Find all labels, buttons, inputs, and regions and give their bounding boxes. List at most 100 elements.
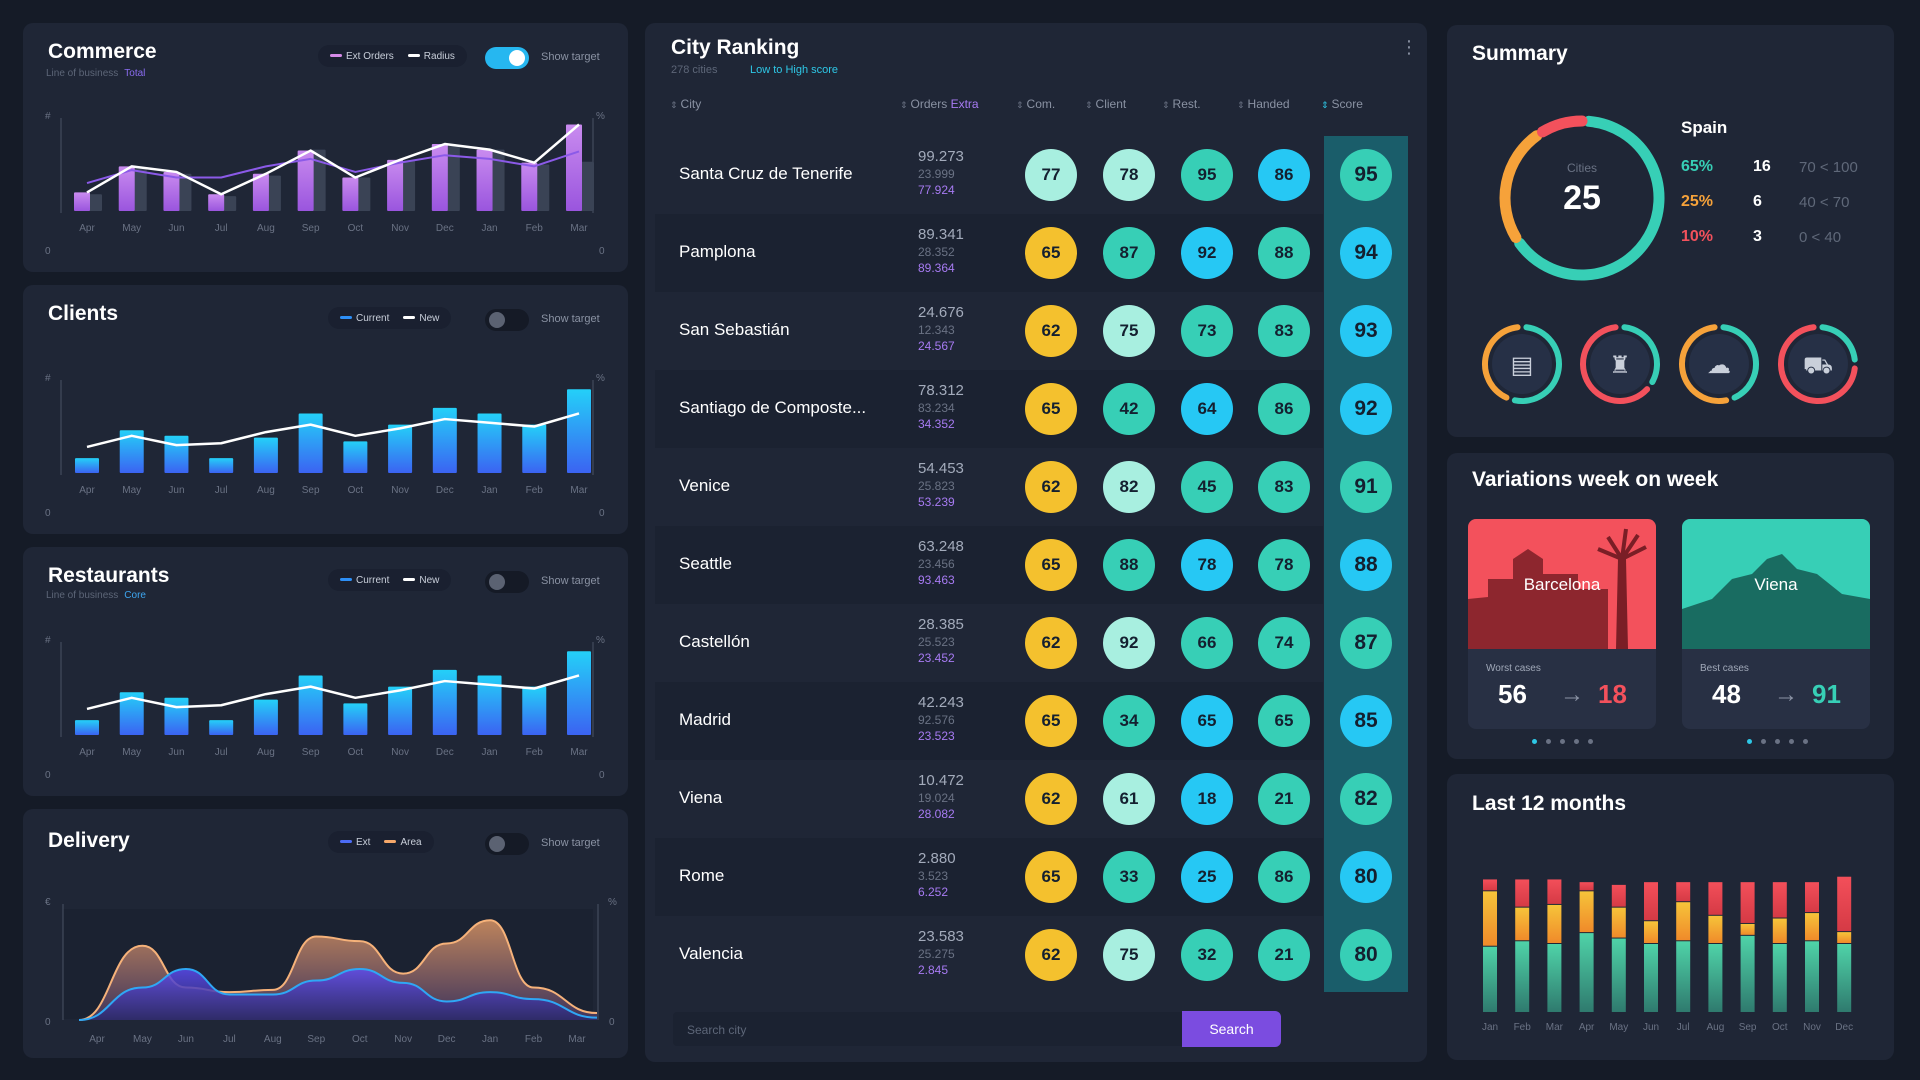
- orders-extra: 89.364: [918, 261, 955, 275]
- barcelona-pager-dots[interactable]: [1532, 739, 1593, 744]
- city-name: San Sebastián: [679, 320, 790, 339]
- bar: [252, 173, 269, 211]
- stat-count: 16: [1753, 158, 1771, 175]
- stacked-bar-segment: [1483, 879, 1497, 891]
- table-row[interactable]: San Sebastián 24.676 12.343 24.567 62 75 73 83 9…: [655, 292, 1392, 370]
- table-row[interactable]: Santa Cruz de Tenerife 99.273 23.999 77.924…: [655, 136, 1392, 214]
- pager-dot[interactable]: [1789, 739, 1794, 744]
- orders-cell: 10.472 19.024 28.082: [918, 772, 964, 822]
- pager-dot[interactable]: [1775, 739, 1780, 744]
- legend-swatch: [340, 316, 352, 320]
- pager-dot[interactable]: [1546, 739, 1551, 744]
- commerce-show-target-toggle[interactable]: [485, 47, 529, 69]
- header-orders[interactable]: ⇕ Orders Extra: [900, 97, 979, 111]
- stacked-bar-segment: [1579, 933, 1594, 1012]
- rest-score-badge: 25: [1181, 851, 1233, 903]
- bar: [476, 149, 493, 211]
- score-score-badge: 95: [1340, 149, 1392, 201]
- bar: [163, 171, 180, 211]
- orders-total: 42.243: [918, 694, 964, 711]
- variation-card[interactable]: Barcelona Worst cases 56 → 18: [1468, 519, 1656, 729]
- city-photo: [1682, 519, 1870, 649]
- x-tick-label: Sep: [302, 485, 320, 496]
- restaurants-show-target-toggle[interactable]: [485, 571, 529, 593]
- pager-dot[interactable]: [1532, 739, 1537, 744]
- pager-dot[interactable]: [1803, 739, 1808, 744]
- x-tick-label: Dec: [436, 485, 454, 496]
- table-row[interactable]: Seattle 63.248 23.456 93.463 65 88 78 78 88: [655, 526, 1392, 604]
- clients-show-target-toggle[interactable]: [485, 309, 529, 331]
- bar: [477, 413, 502, 473]
- city-name: Santa Cruz de Tenerife: [679, 164, 853, 183]
- pager-dot[interactable]: [1761, 739, 1766, 744]
- commerce-show-target-label: Show target: [541, 51, 600, 63]
- search-button[interactable]: Search: [1182, 1011, 1281, 1047]
- ranking-sort-link[interactable]: Low to High score: [750, 64, 839, 76]
- wallet-ring[interactable]: ▤: [1479, 321, 1565, 407]
- handed-score-badge: 86: [1258, 851, 1310, 903]
- stacked-bar-segment: [1708, 882, 1723, 915]
- header-client[interactable]: ⇕ Client: [1085, 97, 1126, 111]
- stacked-bar-segment: [1644, 944, 1658, 1012]
- pager-dot[interactable]: [1747, 739, 1752, 744]
- table-row[interactable]: Rome 2.880 3.523 6.252 65 33 25 86 80: [655, 838, 1392, 916]
- search-city-input[interactable]: Search city: [673, 1012, 1183, 1046]
- left-axis-label: #: [45, 111, 51, 122]
- table-row[interactable]: Valencia 23.583 25.275 2.845 62 75 32 21 80: [655, 916, 1392, 994]
- city-name: Santiago de Composte...: [679, 398, 867, 417]
- orders-total: 10.472: [918, 772, 964, 789]
- delivery-show-target-toggle[interactable]: [485, 833, 529, 855]
- rest-score-badge: 45: [1181, 461, 1233, 513]
- wallet-icon: ▤: [1511, 352, 1534, 379]
- legend-new-label: New: [419, 574, 440, 586]
- table-row[interactable]: Pamplona 89.341 28.352 89.364 65 87 92 88 94: [655, 214, 1392, 292]
- table-row[interactable]: Santiago de Composte... 78.312 83.234 34.35…: [655, 370, 1392, 448]
- com-score-badge: 62: [1025, 461, 1077, 513]
- bar: [298, 675, 323, 735]
- header-com[interactable]: ⇕ Com.: [1016, 97, 1055, 111]
- stacked-bar-segment: [1772, 944, 1787, 1012]
- viena-pager-dots[interactable]: [1747, 739, 1808, 744]
- orders-extra: 28.082: [918, 807, 955, 821]
- score-score-badge: 87: [1340, 617, 1392, 669]
- bar: [164, 435, 189, 473]
- stat-percent: 65%: [1681, 158, 1714, 175]
- x-tick-label: Nov: [391, 223, 409, 234]
- bar: [222, 196, 237, 211]
- header-city[interactable]: ⇕ City: [670, 97, 701, 111]
- table-row[interactable]: Castellón 28.385 25.523 23.452 62 92 66 74 87: [655, 604, 1392, 682]
- table-row[interactable]: Viena 10.472 19.024 28.082 62 61 18 21 82: [655, 760, 1392, 838]
- left-axis-label: #: [45, 373, 51, 384]
- bar: [119, 692, 144, 735]
- last-12-months-title: Last 12 months: [1472, 792, 1627, 815]
- bottle-ring[interactable]: ♜: [1577, 321, 1663, 407]
- toggle-knob: [509, 50, 525, 66]
- chef-hat-ring[interactable]: ☁: [1676, 321, 1762, 407]
- table-row[interactable]: Venice 54.453 25.823 53.239 62 82 45 83 91: [655, 448, 1392, 526]
- stacked-bar-segment: [1805, 882, 1819, 913]
- variation-card[interactable]: Viena Best cases 48 → 91: [1682, 519, 1870, 729]
- header-rest[interactable]: ⇕ Rest.: [1162, 97, 1201, 111]
- header-handed[interactable]: ⇕ Handed: [1237, 97, 1290, 111]
- table-row[interactable]: Madrid 42.243 92.576 23.523 65 34 65 65 85: [655, 682, 1392, 760]
- pager-dot[interactable]: [1560, 739, 1565, 744]
- pager-dot[interactable]: [1588, 739, 1593, 744]
- rest-score-badge: 95: [1181, 149, 1233, 201]
- pager-dot[interactable]: [1574, 739, 1579, 744]
- city-name: Seattle: [679, 554, 732, 573]
- orders-total: 89.341: [918, 226, 964, 243]
- x-tick-label: Jan: [481, 485, 497, 496]
- ranking-more-icon[interactable]: ⋮: [1400, 37, 1418, 57]
- bar: [311, 149, 326, 211]
- bar: [209, 720, 234, 735]
- bar: [177, 173, 192, 211]
- variations-title: Variations week on week: [1472, 468, 1719, 491]
- scooter-ring[interactable]: ⛟: [1775, 321, 1861, 407]
- bottle-icon: ♜: [1609, 352, 1631, 379]
- client-score-badge: 82: [1103, 461, 1155, 513]
- stacked-bar-segment: [1483, 946, 1497, 1012]
- orders-cell: 2.880 3.523 6.252: [918, 850, 956, 900]
- cities-ring-chart: [1499, 115, 1665, 281]
- header-score[interactable]: ⇕ Score: [1321, 97, 1363, 111]
- ring-inner: [1788, 334, 1848, 394]
